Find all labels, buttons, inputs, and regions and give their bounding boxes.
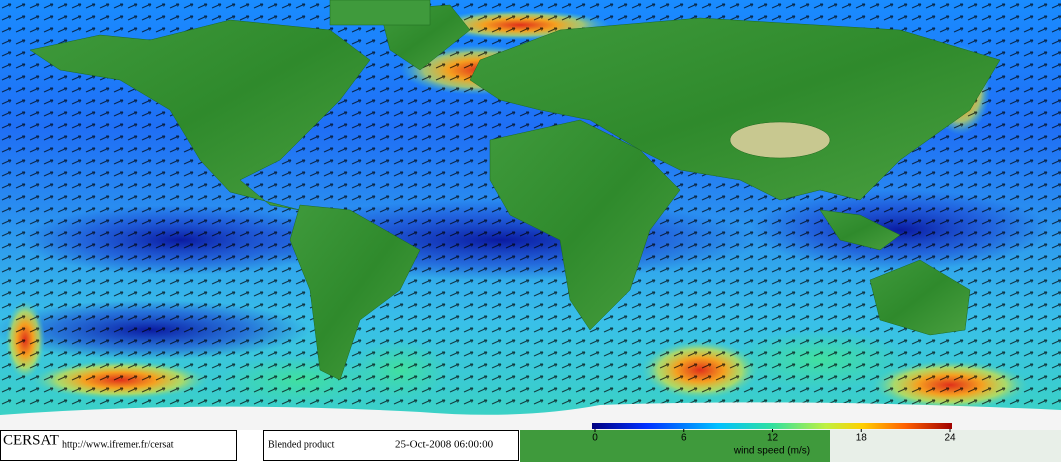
colorbar-tick-label: 18 xyxy=(856,433,868,444)
timestamp: 25-Oct-2008 06:00:00 xyxy=(395,439,494,451)
product: Blended product xyxy=(268,439,335,450)
product-box xyxy=(263,430,519,461)
colorbar-ticks: 0 6 12 18 24 xyxy=(592,429,956,444)
url: http://www.ifremer.fr/cersat xyxy=(62,439,174,450)
colorbar xyxy=(592,423,952,429)
info-box xyxy=(0,430,237,461)
colorbar-tick-label: 0 xyxy=(592,433,598,444)
colorbar-tick-label: 24 xyxy=(944,433,956,444)
logo: CERSAT xyxy=(3,432,59,448)
continents xyxy=(29,0,1001,381)
colorbar-tick-label: 6 xyxy=(681,433,687,444)
colorbar-tick-label: 12 xyxy=(767,433,779,444)
colorbar-label: wind speed (m/s) xyxy=(733,446,810,457)
antarctica-ice xyxy=(830,430,1061,462)
